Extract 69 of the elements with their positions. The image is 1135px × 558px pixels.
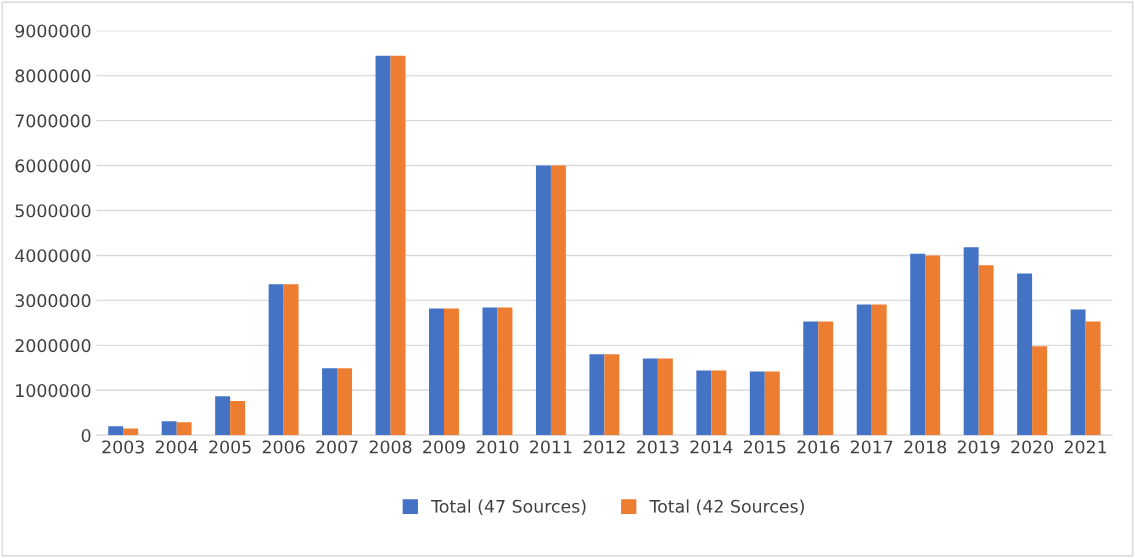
y-tick-label: 9000000: [15, 24, 91, 38]
bar: [230, 401, 246, 436]
bar: [176, 422, 192, 436]
bar: [711, 370, 727, 436]
x-tick-label: 2006: [262, 440, 305, 454]
bar: [1085, 321, 1101, 436]
x-tick-label: 2014: [690, 440, 733, 454]
y-tick-label: 1000000: [16, 384, 91, 398]
bar: [215, 396, 231, 436]
bar: [642, 358, 658, 436]
bar: [482, 307, 498, 436]
bar: [497, 307, 513, 436]
y-tick-label: 8000000: [15, 69, 91, 83]
legend-label: Total (42 Sources): [649, 499, 804, 515]
bar: [535, 165, 551, 436]
bar: [910, 253, 926, 436]
bar: [696, 370, 712, 436]
x-tick-label: 2016: [797, 440, 840, 454]
x-tick-label: 2005: [209, 440, 251, 454]
bar: [818, 321, 834, 436]
x-tick-label: 2010: [476, 440, 519, 454]
x-tick-label: 2004: [155, 440, 198, 454]
bar: [963, 247, 979, 436]
x-tick-label: 2020: [1011, 440, 1054, 454]
x-tick-label: 2013: [637, 440, 679, 454]
y-tick-label: 2000000: [15, 339, 91, 353]
bar: [108, 426, 124, 436]
bar: [764, 371, 780, 436]
y-tick-label: 3000000: [15, 294, 91, 308]
bar: [657, 358, 673, 436]
y-tick-label: 4000000: [15, 249, 91, 263]
bar: [390, 55, 406, 436]
y-tick-label: 5000000: [15, 204, 91, 218]
bar: [749, 371, 765, 436]
x-tick-label: 2018: [904, 440, 947, 454]
bar: [871, 304, 887, 436]
x-tick-label: 2007: [316, 440, 358, 454]
bar: [443, 308, 459, 436]
bar: [268, 284, 284, 436]
bar: [550, 165, 566, 436]
bar: [123, 428, 139, 436]
bar: [161, 421, 177, 436]
bar: [925, 255, 941, 436]
x-tick-label: 2008: [369, 440, 412, 454]
x-tick-label: 2019: [957, 440, 1000, 454]
x-tick-label: 2009: [423, 440, 465, 454]
bar: [1017, 273, 1033, 436]
bar: [604, 354, 620, 436]
bar: [589, 354, 605, 436]
bar: [429, 308, 444, 436]
y-tick-label: 7000000: [15, 114, 91, 128]
x-tick-label: 2003: [102, 440, 144, 454]
y-tick-label: 6000000: [15, 159, 91, 173]
bar: [1032, 346, 1048, 436]
x-tick-label: 2011: [530, 440, 572, 454]
bar: [803, 321, 819, 436]
bar: [337, 368, 353, 436]
x-tick-label: 2017: [850, 440, 893, 454]
bar: [322, 368, 338, 436]
x-tick-label: 2021: [1064, 440, 1107, 454]
bar: [856, 304, 872, 436]
y-tick-label: 0: [81, 428, 91, 443]
bar: [283, 284, 299, 436]
bar: [1070, 309, 1086, 436]
bar: [978, 265, 994, 436]
legend-label: Total (47 Sources): [431, 499, 586, 515]
x-tick-label: 2015: [743, 440, 786, 454]
bar: [375, 55, 391, 436]
x-tick-label: 2012: [583, 440, 625, 454]
